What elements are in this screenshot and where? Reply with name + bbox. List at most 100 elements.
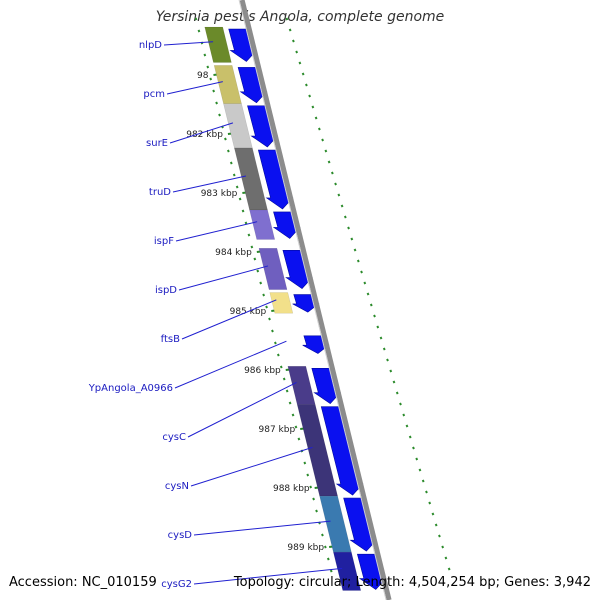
leader-line [172,175,247,193]
gene-label: pcm [143,89,165,100]
leader-line [193,567,343,585]
inner-track-mark [256,269,260,273]
label-layer: nlpD pcm surE truD ispF ispD ftsB YpAngola_A096… [88,40,343,590]
inner-track-mark [312,497,316,501]
inner-track-mark [288,401,292,405]
outer-track-mark [373,314,376,318]
gene-feature-block [213,65,242,104]
outer-track-mark [321,138,324,142]
inner-track-mark [323,545,327,549]
outer-track-mark [353,248,357,252]
gene-label: surE [146,138,168,149]
outer-track-mark [379,336,383,340]
gene-layer [204,26,362,591]
outer-track-mark [418,468,422,472]
gene-label: ftsB [161,334,180,345]
inner-track-mark [229,161,233,165]
leader-line [187,382,297,438]
position-tick-label: 986 kbp [244,366,281,376]
outer-track-mark [350,237,354,241]
accession-text: Accession: NC_010159 [9,575,157,590]
inner-track-mark [276,353,280,357]
inner-track-mark [194,17,198,21]
inner-track-mark [321,533,324,537]
gene-label: cysG2 [161,579,192,590]
outer-track-mark [295,50,299,54]
genome-summary: Topology: circular; Length: 4,504,254 bp… [233,575,591,590]
inner-track-mark [309,485,313,489]
outer-track-mark [347,226,350,230]
inner-track-mark [279,365,283,369]
outer-track-mark [438,534,441,538]
inner-track-mark [294,425,298,429]
position-tick-label: 982 kbp [186,130,223,140]
genome-backbone [239,0,392,600]
inner-track-mark [273,341,277,345]
outer-track-mark [301,72,305,76]
inner-track-mark [224,137,227,141]
outer-track-mark [408,435,412,439]
inner-track-mark [282,377,286,381]
backbone-layer [238,0,392,600]
inner-track-mark [253,257,257,261]
inner-track-mark [215,101,218,105]
outer-track-mark [389,369,393,373]
outer-track-mark [327,160,331,164]
outer-track-mark [363,281,367,285]
outer-track-mark [337,193,341,197]
inner-track-mark [306,473,310,477]
outer-track-mark [285,17,289,21]
outer-track-mark [421,479,425,483]
outer-track-mark [308,94,312,98]
position-tick-label: 984 kbp [215,248,252,258]
gene-label: ispD [155,285,177,296]
gene-label: YpAngola_A0966 [88,383,173,394]
leader-line [193,520,331,536]
outer-track-mark [292,39,295,43]
leader-line [175,221,258,242]
outer-track-mark [356,259,360,263]
outer-track-mark [314,116,318,120]
inner-track-mark [326,557,330,561]
outer-track-mark [441,545,445,549]
outer-track-mark [431,512,435,516]
outer-track-mark [343,215,347,219]
outer-track-mark [304,83,308,87]
leader-line [181,299,277,340]
outer-track-mark [376,325,380,329]
inner-track-mark [209,77,213,81]
gene-label: cysC [162,432,186,443]
outer-track-mark [402,413,406,417]
outer-track-mark [434,523,438,527]
outer-track-mark [412,446,415,450]
inner-track-mark [203,53,207,57]
inner-track-mark [265,305,268,309]
position-tick-label: 987 kbp [259,425,296,435]
outer-track-mark [311,105,315,109]
leader-line [169,122,234,144]
inner-track-mark [247,233,251,237]
inner-track-mark [262,293,266,297]
inner-track-mark [206,65,210,69]
outer-track-mark [334,182,337,186]
gene-feature-block [269,292,294,314]
position-tick-label: 988 kbp [273,484,310,494]
inner-track-mark [315,509,318,513]
position-tick-label: 983 kbp [201,189,238,199]
inner-track-mark [303,461,307,465]
gene-feature-block [204,26,232,63]
outer-track-mark [447,567,451,571]
leader-line [178,265,269,291]
genome-title: Yersinia pestis Angola, complete genome [155,9,445,25]
gene-feature-block [249,209,276,240]
gene-label: cysD [168,530,193,541]
genome-backbone-highlight [238,0,387,600]
inner-track-mark [259,281,263,285]
outer-track-mark [298,61,302,65]
inner-track-mark [285,389,289,393]
gene-label: cysN [165,481,189,492]
inner-track-mark [235,185,239,189]
inner-track-mark [197,29,201,33]
gene-feature-block [287,366,316,405]
